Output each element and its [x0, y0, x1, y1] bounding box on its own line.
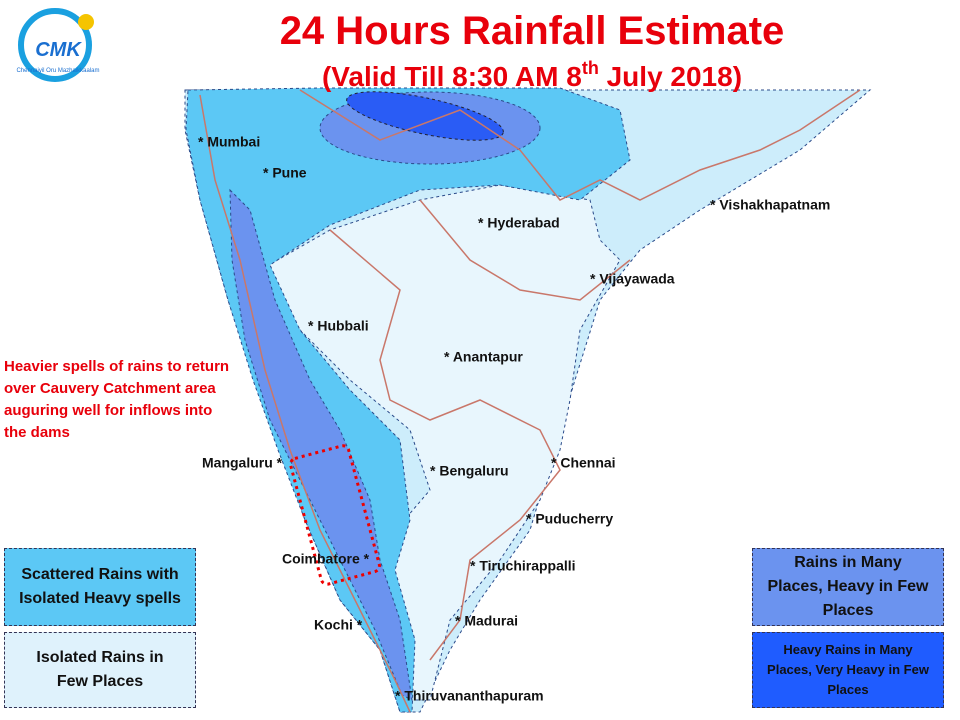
logo-text: CMK — [35, 39, 82, 61]
city-label: * Vijayawada — [590, 271, 675, 287]
logo-ring — [18, 8, 92, 82]
city-label: * Pune — [263, 165, 307, 181]
scattered-heavy-region — [185, 87, 631, 713]
focus-box — [289, 444, 381, 586]
city-label: * Puducherry — [526, 511, 613, 527]
legend-entry: Scattered Rains with Isolated Heavy spel… — [4, 548, 196, 626]
city-label: * Thiruvananthapuram — [395, 688, 544, 704]
city-label: Kochi * — [314, 617, 363, 633]
city-label: * Madurai — [455, 613, 518, 629]
heavy-rain-region — [346, 91, 504, 141]
city-label: Mangaluru * — [202, 455, 283, 471]
logo-sun — [78, 14, 94, 30]
legend-entry: Rains in Many Places, Heavy in Few Place… — [752, 548, 944, 626]
logo-tagline: Chennaiyil Oru Mazhaikkaalam — [16, 68, 99, 74]
legend-entry: Heavy Rains in Many Places, Very Heavy i… — [752, 632, 944, 708]
city-label: * Hyderabad — [478, 215, 560, 231]
city-label: * Mumbai — [198, 134, 260, 150]
city-label: * Vishakhapatnam — [710, 197, 830, 213]
city-labels: * Mumbai* Pune * Hyderabad * Vishakhapatna… — [198, 134, 830, 704]
border-line — [299, 89, 861, 201]
subtitle-part: (Valid Till 8:30 AM 8 — [322, 61, 582, 92]
subtitle-part: July 2018) — [599, 61, 742, 92]
annotation: Heavier spells of rains to return over C… — [4, 358, 230, 441]
rains-many-places-region — [229, 188, 413, 701]
border-line — [329, 229, 561, 661]
coast-line — [199, 94, 411, 713]
city-label: * Bengaluru — [430, 463, 509, 479]
city-label: * Anantapur — [444, 349, 523, 365]
title: 24 Hours Rainfall Estimate — [280, 9, 785, 53]
city-label: * Hubbali — [308, 318, 369, 334]
city-label: Coimbatore * — [282, 551, 370, 567]
border-line — [419, 199, 631, 301]
subtitle-sup: th — [582, 58, 599, 78]
city-label: * Chennai — [551, 455, 616, 471]
legend-entry: Isolated Rains in Few Places — [4, 632, 196, 708]
subtitle: (Valid Till 8:30 AM 8th July 2018) — [322, 58, 742, 92]
city-label: * Tiruchirappalli — [470, 558, 576, 574]
